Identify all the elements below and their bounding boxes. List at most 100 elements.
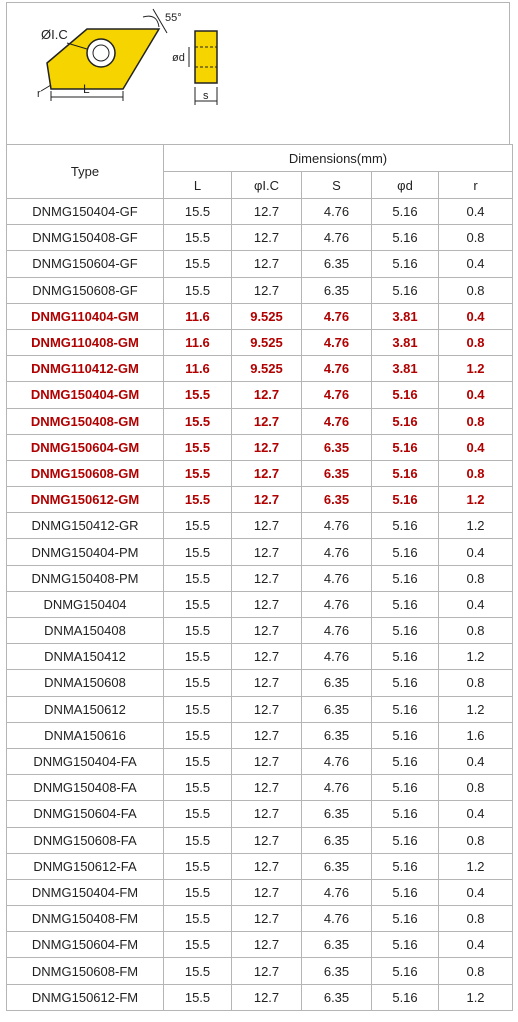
header-r: r	[437, 171, 514, 199]
cell-L: 15.5	[163, 747, 232, 776]
cell-L: 15.5	[163, 931, 232, 959]
insert-drawing: ØI.C 55° r L ød s	[37, 8, 218, 105]
cell-L: 15.5	[163, 669, 232, 697]
cell-type: DNMG150404-FA	[6, 747, 164, 776]
label-L: L	[83, 82, 90, 96]
header-d: φd	[371, 171, 439, 199]
cell-L: 15.5	[163, 826, 232, 854]
cell-type: DNMG150404-FM	[6, 878, 164, 907]
cell-S: 4.76	[301, 302, 372, 330]
cell-ic: 12.7	[231, 433, 302, 461]
cell-d: 5.16	[371, 276, 439, 304]
cell-type: DNMA150612	[6, 695, 164, 723]
table-row: DNMG150608-GM 15.5 12.7 6.35 5.16 0.8	[6, 459, 514, 488]
cell-r: 0.8	[437, 826, 514, 854]
cell-L: 11.6	[163, 355, 232, 383]
header-L: L	[163, 171, 232, 199]
cell-d: 5.16	[371, 774, 439, 802]
table-row: DNMG150404-GM 15.5 12.7 4.76 5.16 0.4	[6, 381, 514, 409]
cell-ic: 12.7	[231, 564, 302, 592]
cell-d: 5.16	[371, 905, 439, 933]
cell-type: DNMG150612-FA	[6, 852, 164, 880]
cell-d: 5.16	[371, 381, 439, 409]
cell-r: 0.8	[437, 564, 514, 592]
cell-d: 5.16	[371, 486, 439, 514]
cell-type: DNMG150408-PM	[6, 564, 164, 592]
cell-type: DNMG150404-GF	[6, 197, 164, 226]
cell-type: DNMG150612-FM	[6, 983, 164, 1011]
cell-ic: 9.525	[231, 355, 302, 383]
cell-L: 15.5	[163, 721, 232, 749]
cell-d: 5.16	[371, 616, 439, 645]
cell-type: DNMG150408-FA	[6, 774, 164, 802]
cell-S: 6.35	[301, 669, 372, 697]
table-row: DNMA150616 15.5 12.7 6.35 5.16 1.6	[6, 721, 514, 749]
cell-d: 5.16	[371, 433, 439, 461]
table-row: DNMG150408-GF 15.5 12.7 4.76 5.16 0.8	[6, 224, 514, 252]
cell-ic: 12.7	[231, 852, 302, 880]
cell-r: 1.2	[437, 983, 514, 1011]
cell-ic: 12.7	[231, 774, 302, 802]
cell-L: 15.5	[163, 224, 232, 252]
cell-r: 0.8	[437, 905, 514, 933]
cell-S: 4.76	[301, 590, 372, 619]
cell-S: 4.76	[301, 878, 372, 907]
cell-L: 15.5	[163, 905, 232, 933]
cell-S: 6.35	[301, 721, 372, 749]
cell-type: DNMG150608-FM	[6, 957, 164, 985]
cell-d: 5.16	[371, 826, 439, 854]
table-row: DNMG150608-GF 15.5 12.7 6.35 5.16 0.8	[6, 276, 514, 304]
cell-S: 4.76	[301, 197, 372, 226]
cell-S: 4.76	[301, 224, 372, 252]
cell-type: DNMG150604-FM	[6, 931, 164, 959]
table-row: DNMG150408-PM 15.5 12.7 4.76 5.16 0.8	[6, 564, 514, 592]
header-S: S	[301, 171, 372, 199]
cell-d: 3.81	[371, 302, 439, 330]
cell-ic: 12.7	[231, 197, 302, 226]
table-row: DNMG150604-GM 15.5 12.7 6.35 5.16 0.4	[6, 433, 514, 461]
cell-ic: 12.7	[231, 459, 302, 488]
cell-S: 6.35	[301, 931, 372, 959]
cell-ic: 12.7	[231, 826, 302, 854]
cell-S: 4.76	[301, 747, 372, 776]
cell-r: 0.8	[437, 407, 514, 435]
cell-ic: 12.7	[231, 486, 302, 514]
cell-L: 15.5	[163, 983, 232, 1011]
table-row: DNMG150612-FA 15.5 12.7 6.35 5.16 1.2	[6, 852, 514, 880]
table-row: DNMG150404-FM 15.5 12.7 4.76 5.16 0.4	[6, 878, 514, 907]
cell-type: DNMA150616	[6, 721, 164, 749]
cell-L: 15.5	[163, 590, 232, 619]
cell-d: 5.16	[371, 564, 439, 592]
cell-ic: 12.7	[231, 878, 302, 907]
cell-type: DNMG150608-GF	[6, 276, 164, 304]
insert-diagram: ØI.C 55° r L ød s	[6, 2, 510, 144]
cell-ic: 9.525	[231, 328, 302, 357]
cell-r: 0.4	[437, 747, 514, 776]
cell-d: 5.16	[371, 983, 439, 1011]
cell-type: DNMG150404-PM	[6, 538, 164, 566]
cell-L: 11.6	[163, 328, 232, 357]
cell-S: 4.76	[301, 355, 372, 383]
cell-S: 6.35	[301, 250, 372, 278]
cell-L: 15.5	[163, 459, 232, 488]
cell-r: 0.8	[437, 669, 514, 697]
cell-ic: 12.7	[231, 669, 302, 697]
cell-S: 4.76	[301, 774, 372, 802]
cell-S: 6.35	[301, 852, 372, 880]
cell-d: 5.16	[371, 878, 439, 907]
cell-S: 4.76	[301, 407, 372, 435]
table-row: DNMG150408-GM 15.5 12.7 4.76 5.16 0.8	[6, 407, 514, 435]
cell-type: DNMG150404-GM	[6, 381, 164, 409]
table-row: DNMG150604-FA 15.5 12.7 6.35 5.16 0.4	[6, 800, 514, 828]
insert-side-view	[194, 30, 218, 84]
cell-ic: 12.7	[231, 250, 302, 278]
table-row: DNMG150604-GF 15.5 12.7 6.35 5.16 0.4	[6, 250, 514, 278]
cell-r: 0.4	[437, 931, 514, 959]
cell-type: DNMG150604-GM	[6, 433, 164, 461]
label-angle: 55°	[165, 12, 182, 24]
cell-L: 15.5	[163, 695, 232, 723]
cell-L: 15.5	[163, 512, 232, 540]
cell-r: 0.4	[437, 250, 514, 278]
cell-r: 0.8	[437, 328, 514, 357]
cell-type: DNMG110404-GM	[6, 302, 164, 330]
